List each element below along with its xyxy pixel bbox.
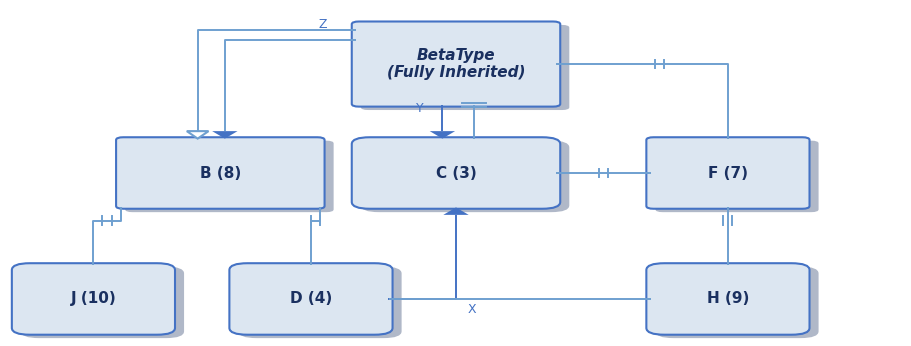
Polygon shape bbox=[212, 131, 237, 139]
FancyBboxPatch shape bbox=[352, 137, 559, 209]
Text: B (8): B (8) bbox=[200, 165, 241, 181]
FancyBboxPatch shape bbox=[655, 141, 818, 212]
FancyBboxPatch shape bbox=[655, 267, 818, 338]
Polygon shape bbox=[443, 207, 468, 215]
Polygon shape bbox=[429, 131, 455, 139]
Text: J (10): J (10) bbox=[70, 291, 117, 307]
Text: D (4): D (4) bbox=[290, 291, 332, 307]
FancyBboxPatch shape bbox=[646, 263, 809, 335]
FancyBboxPatch shape bbox=[230, 263, 392, 335]
FancyBboxPatch shape bbox=[21, 267, 184, 338]
Polygon shape bbox=[187, 131, 209, 139]
FancyBboxPatch shape bbox=[361, 141, 568, 212]
FancyBboxPatch shape bbox=[352, 21, 559, 107]
FancyBboxPatch shape bbox=[238, 267, 401, 338]
Text: C (3): C (3) bbox=[435, 165, 476, 181]
FancyBboxPatch shape bbox=[646, 137, 809, 209]
Text: BetaType
(Fully Inherited): BetaType (Fully Inherited) bbox=[386, 48, 525, 80]
Text: Y: Y bbox=[415, 102, 423, 115]
Text: H (9): H (9) bbox=[706, 291, 748, 307]
Text: F (7): F (7) bbox=[707, 165, 747, 181]
FancyBboxPatch shape bbox=[116, 137, 324, 209]
FancyBboxPatch shape bbox=[125, 141, 333, 212]
FancyBboxPatch shape bbox=[361, 25, 568, 110]
FancyBboxPatch shape bbox=[12, 263, 175, 335]
Text: Z: Z bbox=[318, 18, 326, 31]
Text: X: X bbox=[467, 303, 476, 316]
